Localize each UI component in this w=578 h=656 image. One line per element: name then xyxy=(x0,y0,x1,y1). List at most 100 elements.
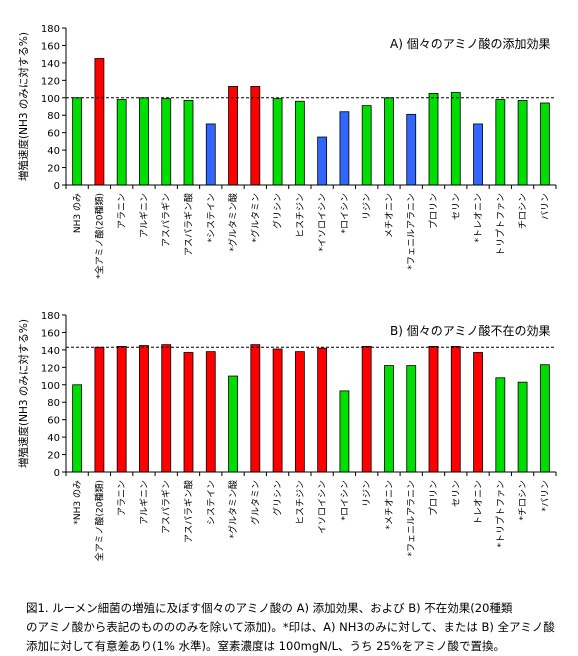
x-tick-label: トリプトファン xyxy=(495,193,506,256)
y-tick-label: 180 xyxy=(41,24,60,35)
y-tick-label: 20 xyxy=(47,451,60,462)
bar xyxy=(116,99,127,186)
x-tick-label: アラニン xyxy=(117,193,128,229)
bar xyxy=(294,100,305,186)
bar xyxy=(205,123,216,186)
bar xyxy=(228,86,238,186)
chart-title: B) 個々のアミノ酸不在の効果 xyxy=(390,323,551,338)
y-tick-label: 20 xyxy=(47,164,60,175)
x-tick-label: メチオニン xyxy=(384,193,395,238)
bar xyxy=(361,105,372,186)
bar xyxy=(361,345,372,473)
bar xyxy=(228,375,238,473)
bar xyxy=(428,93,439,186)
x-tick-label: アルギニン xyxy=(139,480,150,525)
x-tick-label: *バリン xyxy=(540,480,551,512)
bar xyxy=(72,97,83,186)
bar xyxy=(250,86,261,186)
bar xyxy=(473,123,483,186)
y-tick-label: 180 xyxy=(41,311,60,322)
y-tick-label: 140 xyxy=(41,59,60,70)
chart-title: A) 個々のアミノ酸の添加効果 xyxy=(390,36,550,51)
y-axis-label: 増殖速度(NH3 のみに対する%) xyxy=(17,319,30,468)
x-tick-label: 全アミノ酸(20種類) xyxy=(93,480,105,561)
x-tick-label: *全アミノ酸(20種類) xyxy=(93,193,105,279)
x-tick-label: プロリン xyxy=(429,480,440,516)
x-tick-label: システイン xyxy=(206,480,217,525)
y-tick-label: 100 xyxy=(41,381,60,392)
x-tick-label: ヒスチジン xyxy=(295,480,306,525)
y-tick-label: 120 xyxy=(41,76,60,87)
bar xyxy=(406,365,417,473)
x-tick-label: *チロシン xyxy=(518,480,529,521)
x-tick-label: ヒスチジン xyxy=(295,193,306,238)
bar xyxy=(116,345,127,473)
bar xyxy=(495,99,506,186)
x-tick-label: *フェニルアラニン xyxy=(406,480,417,557)
bar xyxy=(450,92,461,186)
x-tick-label: グリシン xyxy=(272,193,284,229)
bar xyxy=(139,345,149,473)
chart-panel-a: 0 20 40 60 80 100 120 140 160 180 増殖速度(NH3 のみに対する%… xyxy=(17,24,557,279)
x-tick-label: アラニン xyxy=(117,480,128,516)
x-tick-label: グルタミン xyxy=(249,480,261,525)
bar xyxy=(139,97,149,186)
x-tick-label: アスパラギン xyxy=(161,193,172,247)
bar xyxy=(183,99,194,186)
bar xyxy=(495,377,506,473)
x-tick-label: *NH3 のみ xyxy=(72,480,83,525)
bar xyxy=(517,381,528,473)
bar xyxy=(539,102,550,186)
bar xyxy=(517,99,528,186)
x-tick-label: *トリプトファン xyxy=(495,480,506,548)
x-tick-label: *システイン xyxy=(206,193,217,243)
x-tick-label: *グルタミン xyxy=(249,193,261,243)
x-tick-label: *グルタミン酸 xyxy=(227,480,239,539)
bar xyxy=(539,364,550,473)
bar xyxy=(473,352,483,473)
y-tick-label: 40 xyxy=(47,433,60,444)
x-tick-label: *メチオニン xyxy=(384,480,395,530)
figure-caption: 図1. ルーメン細菌の増殖に及ぼす個々のアミノ酸の A) 添加効果、および B)… xyxy=(26,601,555,653)
y-tick-label: 0 xyxy=(54,468,60,479)
x-tick-label: トレオニン xyxy=(473,480,484,525)
x-tick-label: *トレオニン xyxy=(473,193,484,243)
y-tick-label: 0 xyxy=(54,181,60,192)
x-tick-label: *グルタミン酸 xyxy=(227,193,239,252)
y-tick-label: 160 xyxy=(41,328,60,339)
x-tick-label: アスパラギン酸 xyxy=(184,193,195,256)
bar xyxy=(183,352,194,473)
y-tick-label: 120 xyxy=(41,363,60,374)
y-tick-label: 100 xyxy=(41,94,60,105)
bar xyxy=(272,348,283,473)
x-tick-label: リジン xyxy=(363,480,373,507)
y-tick-label: 40 xyxy=(47,146,60,157)
y-axis-label: 増殖速度(NH3 のみに対する%) xyxy=(17,32,30,181)
bar xyxy=(161,98,172,186)
x-tick-label: アルギニン xyxy=(139,193,150,238)
bar xyxy=(205,351,216,473)
x-tick-label: アスパラギン酸 xyxy=(184,480,195,543)
x-tick-label: NH3 のみ xyxy=(72,193,83,233)
y-tick-label: 80 xyxy=(47,398,60,409)
bar xyxy=(72,384,83,473)
bar xyxy=(94,58,105,186)
x-tick-label: チロシン xyxy=(518,193,529,229)
x-tick-label: *イソロイシン xyxy=(318,193,328,252)
bar xyxy=(94,346,105,473)
bar xyxy=(406,113,417,186)
bar xyxy=(272,98,283,186)
x-tick-label: *ロイシン xyxy=(340,193,350,234)
x-tick-label: *フェニルアラニン xyxy=(406,193,417,270)
x-tick-label: プロリン xyxy=(429,193,440,229)
bar xyxy=(294,351,305,473)
bar xyxy=(384,365,394,473)
bar xyxy=(428,345,439,473)
y-tick-label: 160 xyxy=(41,41,60,52)
x-tick-label: セリン xyxy=(451,193,462,220)
chart-panel-b: 0 20 40 60 80 100 120 140 160 180 増殖速度(NH3 のみに対する%… xyxy=(17,311,557,561)
bar xyxy=(161,344,172,473)
y-tick-label: 60 xyxy=(47,129,60,140)
bar xyxy=(339,390,350,473)
